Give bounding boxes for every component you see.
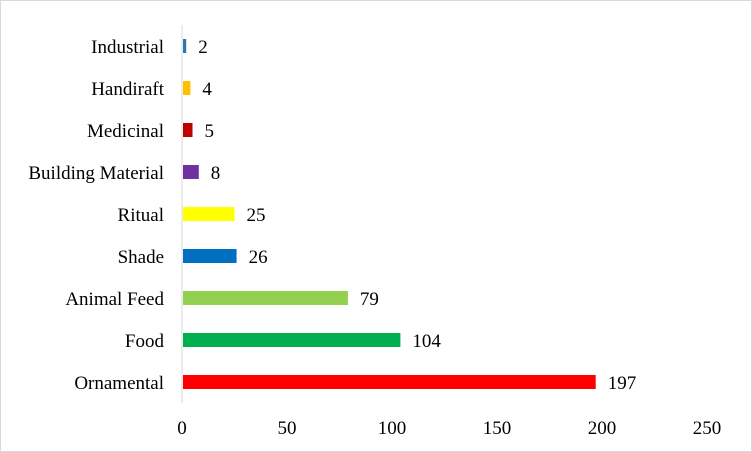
category-label-food: Food — [125, 331, 165, 352]
bar-ornamental — [183, 375, 596, 389]
category-label-industrial: Industrial — [91, 37, 164, 58]
data-label-food: 104 — [412, 331, 441, 352]
bar-food — [183, 333, 401, 347]
category-label-handiraft: Handiraft — [91, 79, 165, 100]
bar-animal-feed — [183, 291, 348, 305]
bar-ritual — [183, 207, 235, 221]
x-tick-label-250: 250 — [693, 418, 722, 439]
bar-shade — [183, 249, 237, 263]
category-label-animal-feed: Animal Feed — [65, 289, 164, 310]
bar-industrial — [183, 39, 187, 53]
data-label-ornamental: 197 — [608, 373, 637, 394]
data-label-shade: 26 — [249, 247, 268, 268]
category-label-medicinal: Medicinal — [87, 121, 164, 142]
category-labels-group: Ornamental Food Animal Feed Shade Ritual Buil… — [28, 37, 164, 394]
bar-building-material — [183, 165, 199, 179]
category-label-ornamental: Ornamental — [74, 373, 164, 394]
data-label-animal-feed: 79 — [360, 289, 379, 310]
category-label-ritual: Ritual — [118, 205, 164, 226]
data-label-handiraft: 4 — [202, 79, 212, 100]
x-tick-labels-group: 0 50 100 150 200 250 — [177, 418, 721, 439]
data-labels-group: 197 104 79 26 25 8 5 4 2 — [198, 37, 636, 394]
data-label-ritual: 25 — [247, 205, 266, 226]
category-label-building-material: Building Material — [28, 163, 164, 184]
data-label-industrial: 2 — [198, 37, 208, 58]
x-tick-label-100: 100 — [378, 418, 407, 439]
bars-group — [183, 39, 596, 389]
x-tick-label-50: 50 — [278, 418, 297, 439]
x-tick-label-200: 200 — [588, 418, 617, 439]
data-label-medicinal: 5 — [205, 121, 215, 142]
x-tick-label-0: 0 — [177, 418, 187, 439]
bar-medicinal — [183, 123, 193, 137]
category-label-shade: Shade — [118, 247, 164, 268]
x-tick-label-150: 150 — [483, 418, 512, 439]
data-label-building-material: 8 — [211, 163, 221, 184]
bar-handiraft — [183, 81, 191, 95]
